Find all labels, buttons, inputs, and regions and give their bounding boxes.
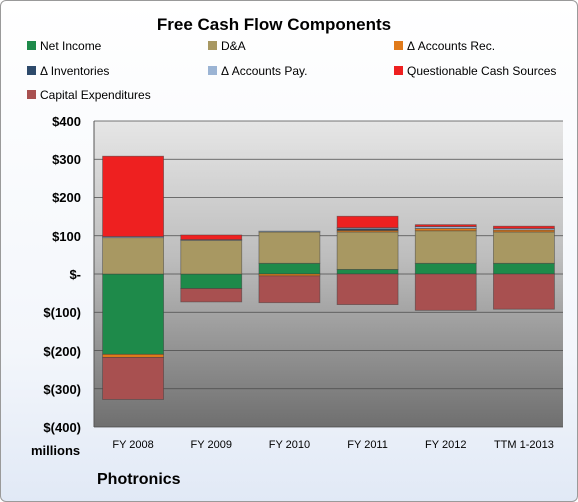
legend-label: Δ Inventories [40, 64, 110, 78]
bar-segment [336, 269, 399, 275]
legend-net-income: Net Income [27, 39, 101, 53]
y-tick-label: $100 [52, 229, 81, 244]
bar-segment [493, 225, 555, 229]
chart-title: Free Cash Flow Components [156, 15, 392, 34]
legend-swatch [208, 66, 217, 75]
legend-swatch [394, 66, 403, 75]
bar-segment [180, 273, 243, 289]
legend-capex: Capital Expenditures [27, 88, 151, 102]
bar-segment [102, 237, 164, 275]
bar-segment [102, 273, 164, 355]
bar-segment [493, 231, 555, 264]
legend-questionable-cash: Questionable Cash Sources [394, 64, 556, 78]
units-label: millions [31, 443, 81, 458]
bar-segment [180, 234, 243, 240]
legend-label: Δ Accounts Pay. [221, 64, 308, 78]
company-label: Photronics [97, 471, 181, 488]
bar-segment [336, 215, 399, 229]
legend-swatch [27, 41, 36, 50]
bar-segment [493, 273, 555, 310]
legend-label: Net Income [40, 39, 102, 53]
bar-segment [180, 239, 243, 275]
legend-inventories: Δ Inventories [27, 64, 109, 78]
legend-swatch [27, 66, 36, 75]
y-tick-label: $(300) [43, 382, 81, 397]
legend-accounts-rec: Δ Accounts Rec. [394, 39, 495, 53]
x-tick-label: FY 2008 [112, 439, 153, 451]
bar-segment [414, 262, 477, 275]
legend-accounts-pay: Δ Accounts Pay. [208, 64, 308, 78]
legend-label: Questionable Cash Sources [407, 64, 557, 78]
bar-segment [102, 353, 164, 358]
x-tick-label: TTM 1-2013 [494, 439, 554, 451]
bar-segment [414, 230, 477, 264]
legend-label: Capital Expenditures [40, 88, 151, 102]
y-tick-label: $- [69, 267, 81, 282]
y-tick-label: $(100) [43, 305, 81, 320]
bar-segment [414, 224, 477, 227]
y-tick-label: $400 [52, 114, 81, 129]
bar-segment [258, 231, 321, 264]
x-tick-label: FY 2012 [425, 439, 466, 451]
legend-da: D&A [208, 39, 246, 53]
legend-label: D&A [221, 39, 246, 53]
bar-segment [336, 273, 399, 306]
bar-segment [180, 288, 243, 303]
legend-swatch [394, 41, 403, 50]
legend-swatch [27, 90, 36, 99]
y-tick-label: $200 [52, 190, 81, 205]
x-tick-label: FY 2009 [191, 439, 232, 451]
bar-segment [336, 231, 399, 270]
legend-swatch [208, 41, 217, 50]
bar-segment [414, 273, 477, 311]
x-tick-label: FY 2011 [347, 439, 388, 451]
y-tick-label: $300 [52, 152, 81, 167]
bar-segment [493, 262, 555, 275]
bar-segment [102, 155, 164, 237]
y-tick-label: $(400) [43, 420, 81, 435]
legend-label: Δ Accounts Rec. [407, 39, 496, 53]
bar-segment [258, 230, 321, 233]
bar-segment [102, 356, 164, 400]
bar-segment [258, 262, 321, 275]
x-tick-label: FY 2010 [269, 439, 310, 451]
bar-segment [258, 275, 321, 304]
y-tick-label: $(200) [43, 344, 81, 359]
